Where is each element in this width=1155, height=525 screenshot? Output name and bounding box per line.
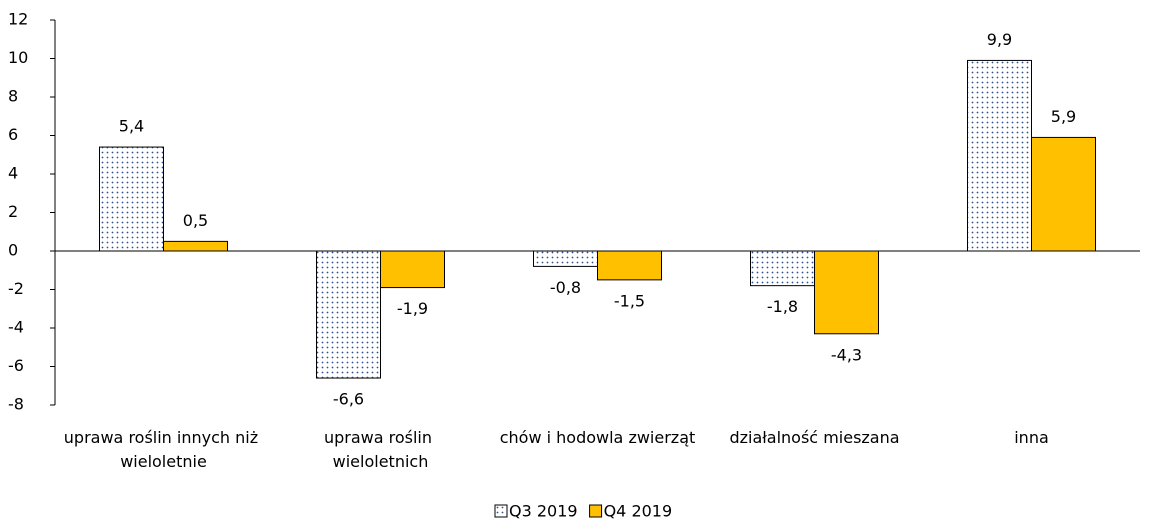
x-tick-label: chów i hodowla zwierząt xyxy=(500,428,696,447)
legend-swatch xyxy=(494,504,508,518)
bar xyxy=(814,250,879,335)
value-label: 5,9 xyxy=(1051,107,1076,126)
x-tick-label: inna xyxy=(1014,428,1049,447)
bar xyxy=(1031,136,1096,252)
value-label: -4,3 xyxy=(831,345,862,364)
bar xyxy=(316,250,381,379)
y-tick-label: 6 xyxy=(8,125,18,144)
value-label: 0,5 xyxy=(183,211,208,230)
value-label: 9,9 xyxy=(987,30,1012,49)
bar xyxy=(99,146,164,252)
bar xyxy=(163,240,228,252)
legend-label: Q4 2019 xyxy=(604,502,673,521)
bar xyxy=(750,250,815,287)
y-tick-label: -6 xyxy=(8,356,24,375)
value-label: -1,8 xyxy=(767,297,798,316)
y-tick-label: -4 xyxy=(8,318,24,337)
bar xyxy=(597,250,662,281)
legend-swatch xyxy=(589,504,603,518)
value-label: -0,8 xyxy=(550,278,581,297)
x-tick-label: uprawa roślin innych niż wieloletnie xyxy=(64,428,263,471)
x-tick-label: uprawa roślin wieloletnich xyxy=(324,428,437,471)
y-tick-label: 4 xyxy=(8,164,18,183)
y-tick-label: -8 xyxy=(8,395,24,414)
bar xyxy=(967,59,1032,252)
value-label: -1,9 xyxy=(397,299,428,318)
y-tick-label: 8 xyxy=(8,87,18,106)
value-label: -1,5 xyxy=(614,291,645,310)
y-tick-label: 12 xyxy=(8,10,28,29)
value-label: 5,4 xyxy=(119,117,144,136)
bar xyxy=(380,250,445,289)
y-tick-label: 2 xyxy=(8,202,18,221)
value-label: -6,6 xyxy=(333,390,364,409)
bar xyxy=(533,250,598,267)
x-tick-label: działalność mieszana xyxy=(729,428,899,447)
y-tick-label: 10 xyxy=(8,48,28,67)
legend-label: Q3 2019 xyxy=(509,502,578,521)
y-tick-label: -2 xyxy=(8,279,24,298)
y-tick-label: 0 xyxy=(8,241,18,260)
